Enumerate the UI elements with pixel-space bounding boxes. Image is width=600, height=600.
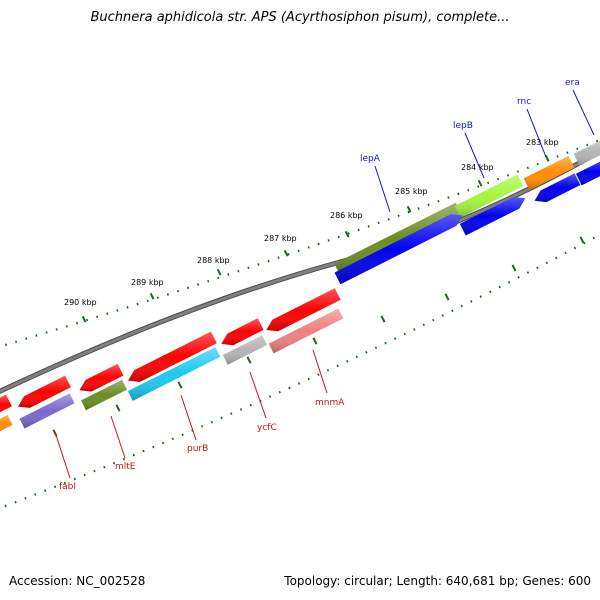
scale-tick xyxy=(444,293,450,301)
gene-purB-cds xyxy=(128,331,217,382)
gene-edge-cds-shading xyxy=(0,394,12,413)
gene-purB-cds-shading xyxy=(128,331,217,382)
gene-mnmA-cds-shading xyxy=(266,288,341,332)
scale-label: 288 kbp xyxy=(197,256,230,265)
gene-lepB-cds-shading xyxy=(459,197,526,236)
gene-mltE-cog-shading xyxy=(81,379,127,411)
gene-label-bottom: purB xyxy=(187,444,208,454)
leader-line xyxy=(464,132,485,179)
gene-label-top: rnc xyxy=(517,97,531,107)
gene-mnmA-cog-shading xyxy=(268,308,344,354)
feature-layer xyxy=(0,140,600,432)
gene-rnc-cds-shading xyxy=(534,173,581,203)
gene-ycfC-cog-shading xyxy=(222,335,268,365)
scale-tick xyxy=(511,264,517,272)
scale-label: 289 kbp xyxy=(131,278,164,287)
gene-edge-cds xyxy=(0,394,12,413)
scale-label: 287 kbp xyxy=(264,234,297,243)
gene-lepB-cog xyxy=(454,174,524,218)
topology-summary: Topology: circular; Length: 640,681 bp; … xyxy=(284,574,591,588)
gene-era-cog xyxy=(573,140,600,166)
leader-line xyxy=(312,349,328,394)
gene-mltE-cog xyxy=(81,379,127,411)
gene-era-cds xyxy=(575,161,600,186)
gene-lepA-cds xyxy=(334,214,463,285)
gene-lepB-cog-shading xyxy=(454,174,524,218)
gene-ycfC-cds-shading xyxy=(221,318,264,346)
leader-line xyxy=(249,371,267,419)
leader-line xyxy=(180,394,197,441)
gene-label-top: era xyxy=(565,78,580,88)
gene-rnc-cds xyxy=(534,173,581,203)
gene-rnc-cog xyxy=(523,156,575,190)
tick-layer: 290 kbp 289 kbp 288 kbp 287 kbp 286 kbp 285 k… xyxy=(0,138,600,510)
gene-edge-cog xyxy=(0,415,13,432)
scale-label: 284 kbp xyxy=(461,163,494,172)
gene-purB-cog xyxy=(127,347,221,401)
gene-mnmA-cog xyxy=(268,308,344,354)
map-title: Buchnera aphidicola str. APS (Acyrthosip… xyxy=(90,10,510,25)
scale-tick xyxy=(380,315,386,323)
accession-text: Accession: NC_002528 xyxy=(9,574,146,588)
scale-tick xyxy=(406,205,412,213)
gene-label-top: lepB xyxy=(453,121,473,131)
leader-line xyxy=(110,415,126,459)
scale-label: 286 kbp xyxy=(330,211,363,220)
scale-tick xyxy=(246,356,252,364)
gene-label-bottom: mnmA xyxy=(315,398,345,408)
scale-tick xyxy=(149,292,155,300)
scale-label: 285 kbp xyxy=(395,187,428,196)
gene-label-bottom: fabI xyxy=(59,482,76,492)
gene-lepA-cds-shading xyxy=(334,214,463,285)
gene-rnc-cog-shading xyxy=(523,156,575,190)
scale-tick xyxy=(115,404,121,412)
gene-ycfC-cds xyxy=(221,318,264,346)
label-layer: lepA lepB rnc era fabI mltE purB ycfC mnmA xyxy=(54,78,595,492)
gene-lepB-cds xyxy=(459,197,526,236)
gene-label-bottom: mltE xyxy=(115,462,136,472)
scale-tick xyxy=(283,249,289,257)
leader-line xyxy=(54,431,71,479)
gene-era-cds-shading xyxy=(575,161,600,186)
gene-fabI-cds xyxy=(18,375,71,408)
gene-label-bottom: ycfC xyxy=(257,423,277,433)
gene-ycfC-cog xyxy=(222,335,268,365)
scale-label: 283 kbp xyxy=(526,138,559,147)
scale-tick xyxy=(216,268,222,276)
gene-edge-cog-shading xyxy=(0,415,13,432)
gene-fabI-cog-shading xyxy=(19,393,75,429)
gene-fabI-cog xyxy=(19,393,75,429)
scale-tick xyxy=(579,236,585,244)
leader-line xyxy=(572,89,595,136)
leader-line xyxy=(374,165,391,213)
leader-line xyxy=(526,108,547,158)
scale-tick xyxy=(344,230,350,238)
scale-tick xyxy=(177,381,183,389)
gene-mltE-cds-shading xyxy=(79,363,124,392)
scale-tick xyxy=(312,337,318,345)
scale-label: 290 kbp xyxy=(64,298,97,307)
gene-era-cog-shading xyxy=(573,140,600,166)
scale-tick xyxy=(477,179,483,187)
gene-mltE-cds xyxy=(79,363,124,392)
gene-purB-cog-shading xyxy=(127,347,221,401)
scale-tick xyxy=(81,315,87,323)
gene-mnmA-cds xyxy=(266,288,341,332)
gene-label-top: lepA xyxy=(360,154,381,164)
gene-fabI-cds-shading xyxy=(18,375,71,408)
